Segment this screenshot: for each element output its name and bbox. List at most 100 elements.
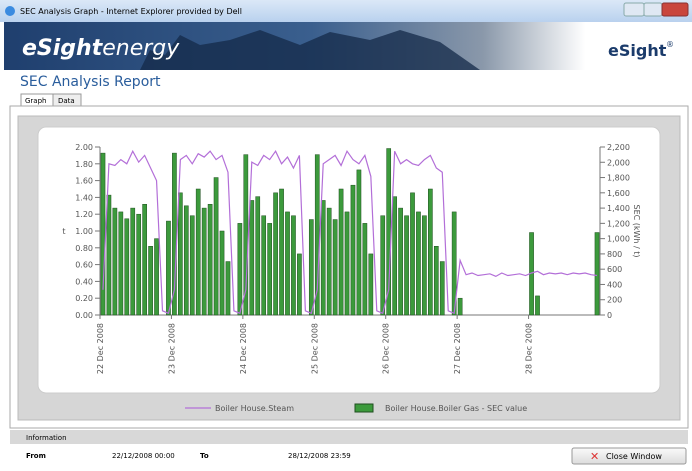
bar: [256, 197, 260, 315]
y2-tick-label: 1,400: [607, 204, 630, 213]
bar: [214, 178, 218, 315]
y2-axis-title: SEC (kWh / t): [632, 204, 641, 257]
bar: [309, 220, 313, 315]
maximize-button[interactable]: [644, 3, 662, 16]
brand-main: eSight: [22, 36, 104, 61]
y-tick-label: 1.20: [75, 210, 93, 219]
bar: [196, 189, 200, 315]
bar: [238, 223, 242, 315]
report-title: SEC Analysis Report: [20, 74, 161, 90]
legend-swatch: [355, 404, 373, 412]
bar: [291, 216, 295, 315]
bar: [416, 212, 420, 315]
y2-tick-label: 1,200: [607, 219, 630, 228]
bar: [149, 246, 153, 315]
bar: [327, 208, 331, 315]
close-window-label: Close Window: [606, 452, 662, 461]
bar: [404, 216, 408, 315]
bar: [143, 204, 147, 315]
bar: [113, 208, 117, 315]
bar: [274, 193, 278, 315]
bar: [297, 254, 301, 315]
bar: [381, 216, 385, 315]
logo-mark: ®: [666, 40, 674, 49]
bar: [434, 246, 438, 315]
bar: [333, 220, 337, 315]
to-label: To: [200, 452, 209, 460]
bar: [410, 193, 414, 315]
minimize-button[interactable]: [624, 3, 644, 16]
info-bar: [10, 430, 688, 444]
bar: [458, 298, 462, 315]
x-tick-label: 24 Dec 2008: [239, 323, 248, 374]
bar: [399, 208, 403, 315]
bar: [339, 189, 343, 315]
y-tick-label: 0.80: [75, 244, 93, 253]
y-tick-label: 1.60: [75, 177, 93, 186]
bar: [101, 153, 105, 315]
from-label: From: [26, 452, 46, 460]
bar: [226, 262, 230, 315]
bar: [208, 204, 212, 315]
bar: [393, 197, 397, 315]
y-tick-label: 0.60: [75, 261, 93, 270]
x-tick-label: 27 Dec 2008: [453, 323, 462, 374]
bar: [220, 231, 224, 315]
x-tick-label: 23 Dec 2008: [167, 323, 176, 374]
window: SEC Analysis Graph - Internet Explorer p…: [0, 0, 692, 467]
bar: [268, 223, 272, 315]
bar: [428, 189, 432, 315]
bar: [363, 223, 367, 315]
bar: [422, 216, 426, 315]
y-axis-title: t: [62, 227, 65, 236]
bar: [250, 200, 254, 315]
bar: [125, 219, 129, 315]
y2-tick-label: 1,000: [607, 235, 630, 244]
logo: eSight: [608, 41, 667, 60]
bar: [285, 212, 289, 315]
tab-data-label: Data: [58, 97, 75, 105]
bar: [595, 233, 599, 315]
bar: [279, 189, 283, 315]
bar: [535, 296, 539, 315]
bar: [357, 170, 361, 315]
bar: [154, 239, 158, 315]
bar: [202, 208, 206, 315]
brand-suffix: energy: [102, 36, 180, 61]
bar: [440, 262, 444, 315]
x-tick-label: 25 Dec 2008: [310, 323, 319, 374]
bar: [369, 254, 373, 315]
y-tick-label: 0.20: [75, 294, 93, 303]
brand: eSightenergy: [22, 36, 180, 61]
y2-tick-label: 800: [607, 250, 622, 259]
x-tick-label: 22 Dec 2008: [96, 323, 105, 374]
bar: [262, 216, 266, 315]
y2-tick-label: 1,600: [607, 189, 630, 198]
y2-tick-label: 2,200: [607, 143, 630, 152]
tab-graph-label: Graph: [25, 97, 46, 105]
y-tick-label: 0.40: [75, 277, 93, 286]
legend-label: Boiler House.Steam: [215, 404, 294, 413]
close-icon: ✕: [590, 450, 599, 463]
y2-tick-label: 2,000: [607, 158, 630, 167]
bar: [178, 193, 182, 315]
bar: [166, 221, 170, 315]
y-tick-label: 0.00: [75, 311, 93, 320]
y2-tick-label: 600: [607, 265, 622, 274]
y-tick-label: 1.80: [75, 160, 93, 169]
y2-tick-label: 400: [607, 280, 622, 289]
close-button[interactable]: [662, 3, 688, 16]
y-tick-label: 1.40: [75, 193, 93, 202]
bar: [119, 212, 123, 315]
bar: [351, 185, 355, 315]
bar: [184, 206, 188, 315]
bar: [190, 216, 194, 315]
bar: [137, 214, 141, 315]
ie-icon: [5, 6, 15, 16]
bar: [321, 200, 325, 315]
y2-tick-label: 1,800: [607, 174, 630, 183]
to-value: 28/12/2008 23:59: [288, 452, 351, 460]
y-tick-label: 2.00: [75, 143, 93, 152]
bar: [107, 195, 111, 315]
y2-tick-label: 0: [607, 311, 612, 320]
